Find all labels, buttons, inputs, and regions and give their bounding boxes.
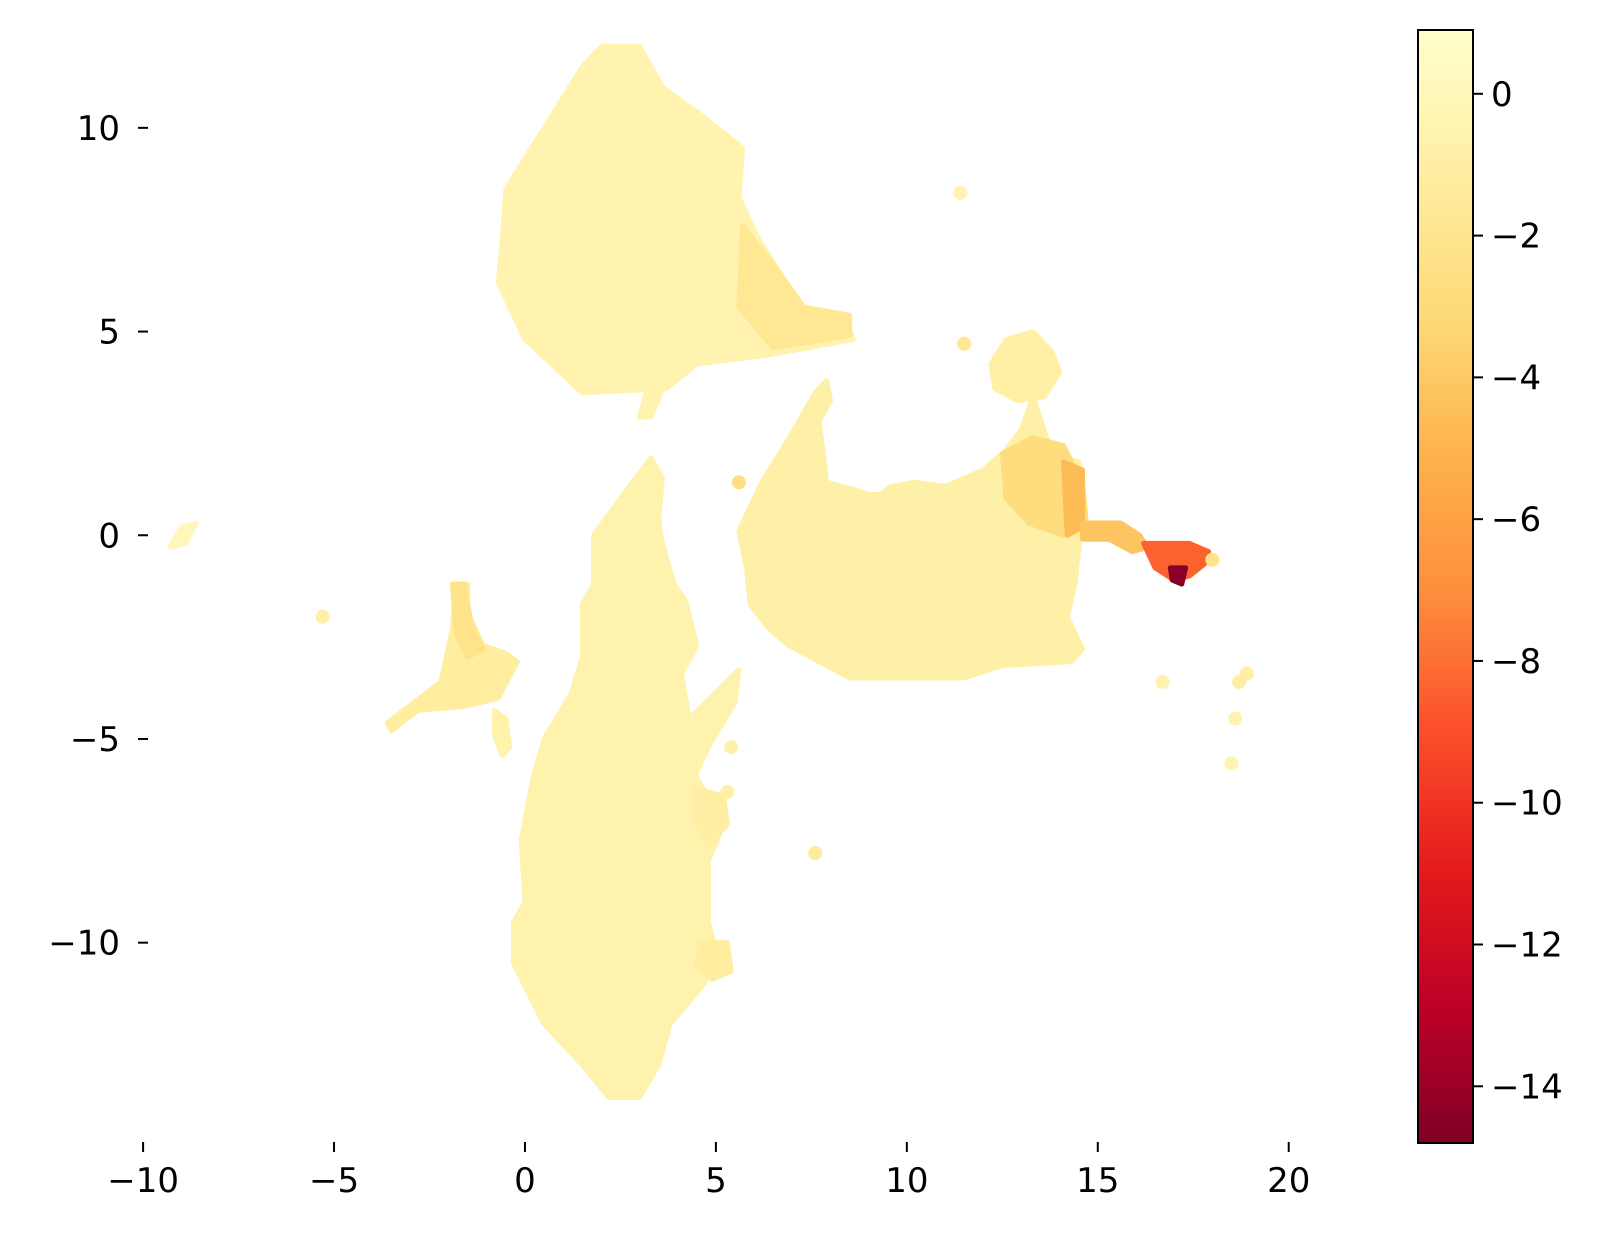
hex-point-2 [731, 475, 746, 490]
y-tick-label: 10 [77, 109, 120, 149]
hex-region-11 [1080, 520, 1150, 555]
colorbar-tick-label: −12 [1491, 926, 1563, 966]
hex-point-3 [315, 609, 330, 624]
hex-region-13 [1167, 565, 1189, 587]
colorbar-tick-label: −4 [1491, 358, 1541, 398]
hex-point-12 [720, 784, 735, 799]
colorbar-tick-label: −10 [1491, 784, 1563, 824]
y-tick-label: −10 [48, 924, 120, 964]
hex-point-1 [957, 336, 972, 351]
hex-region-5 [690, 785, 730, 848]
x-tick-label: 20 [1267, 1161, 1310, 1201]
x-tick-label: 5 [705, 1161, 727, 1201]
hex-point-8 [1228, 711, 1243, 726]
colorbar-rect [1417, 29, 1474, 1144]
hex-region-3 [511, 455, 726, 1100]
hex-point-11 [724, 740, 739, 755]
hex-region-10 [988, 329, 1063, 404]
colorbar-tick-label: 0 [1491, 75, 1513, 115]
x-axis: −10 −5 0 5 10 15 20 [107, 1142, 1310, 1201]
colorbar-tick-label: −2 [1491, 217, 1541, 257]
hex-region-2 [637, 386, 665, 420]
hex-region-16 [491, 707, 513, 758]
hex-region-12 [1141, 540, 1211, 583]
hex-point-10 [1205, 552, 1220, 567]
hex-region-9 [1060, 459, 1085, 538]
hex-point-7 [1232, 674, 1247, 689]
y-tick-label: 0 [98, 516, 120, 556]
colorbar: 0 −2 −4 −6 −8 −10 −12 −14 [1417, 29, 1563, 1144]
x-tick-label: 0 [514, 1161, 536, 1201]
hex-point-0 [953, 186, 968, 200]
hex-region-1 [736, 223, 853, 351]
hex-region-7 [736, 377, 1085, 681]
hex-region-6 [694, 940, 734, 982]
x-tick-label: 15 [1076, 1161, 1119, 1201]
x-tick-label: 10 [885, 1161, 928, 1201]
hex-point-9 [1224, 756, 1239, 771]
hex-point-5 [1155, 674, 1170, 689]
y-tick-label: 5 [98, 313, 120, 353]
x-tick-label: −5 [309, 1161, 359, 1201]
x-tick-label: −10 [107, 1161, 179, 1201]
hex-region-15 [449, 581, 486, 660]
colorbar-tick-label: −6 [1491, 500, 1541, 540]
hex-region-17 [167, 520, 200, 550]
hex-point-4 [808, 846, 823, 860]
y-axis: −10 −5 0 5 10 [48, 109, 148, 964]
hex-region-4 [675, 667, 742, 783]
y-tick-label: −5 [70, 720, 120, 760]
colorbar-tick-label: −14 [1491, 1067, 1563, 1107]
colorbar-tick-label: −8 [1491, 642, 1541, 682]
plot-area [167, 43, 1254, 1100]
